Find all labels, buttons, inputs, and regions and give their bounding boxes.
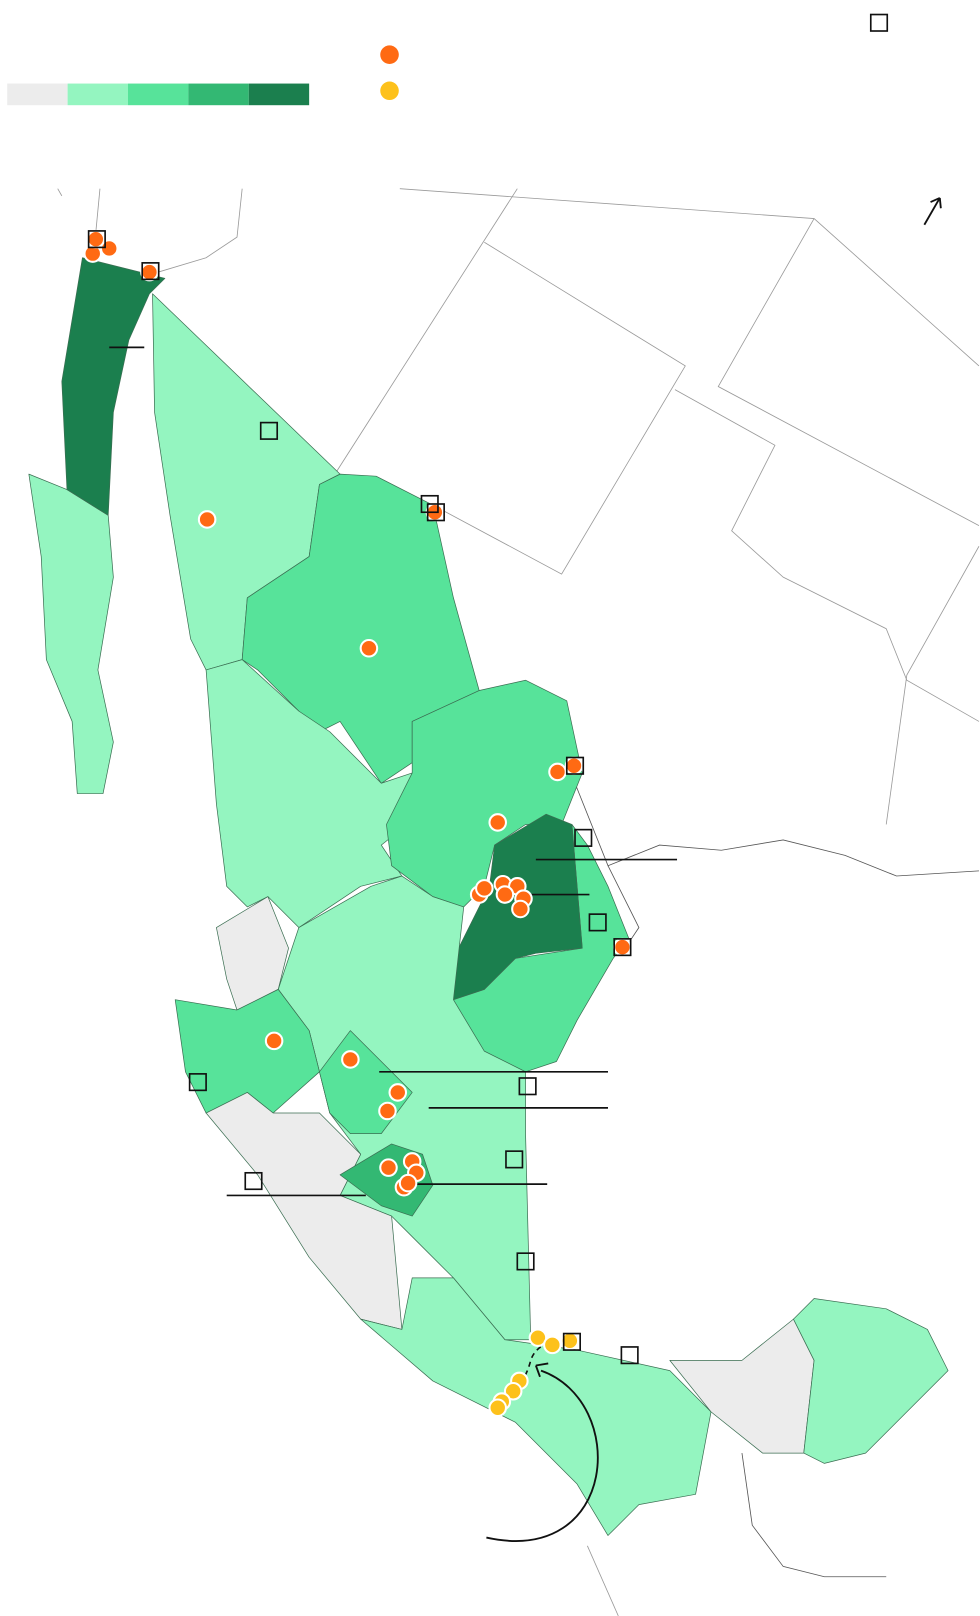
event-dot	[388, 1083, 408, 1102]
markers	[83, 229, 632, 1418]
legend-swatch	[188, 83, 249, 106]
event-dot	[264, 1031, 284, 1051]
event-dot	[543, 1335, 562, 1355]
crossing-square	[244, 1171, 263, 1191]
crossing-square	[574, 828, 593, 847]
event-dot	[488, 813, 508, 832]
event-dot	[564, 756, 584, 776]
legend-swatch	[67, 83, 128, 106]
event-dot	[548, 762, 567, 782]
region	[793, 1298, 949, 1464]
region	[61, 257, 166, 516]
event-dot	[511, 899, 530, 919]
event-dot	[398, 1173, 418, 1193]
legend-dot	[380, 81, 399, 101]
legend-swatch	[7, 83, 68, 106]
crossing-square	[562, 1332, 581, 1351]
event-dot	[140, 262, 159, 282]
crossing-square	[613, 938, 632, 957]
event-dot	[341, 1050, 360, 1069]
event-dot	[503, 1381, 523, 1401]
event-dot	[488, 1398, 508, 1418]
regions	[28, 257, 949, 1536]
region	[241, 473, 480, 784]
legend-swatch	[127, 83, 189, 106]
crossing-square	[141, 262, 160, 281]
legend-dot	[380, 45, 399, 64]
crossing-square	[565, 756, 585, 775]
legend-swatch	[248, 83, 310, 106]
region	[277, 875, 532, 1341]
event-dot	[528, 1328, 548, 1347]
event-dot	[560, 1331, 580, 1351]
crossing-square	[188, 1073, 207, 1092]
crossing-square	[259, 421, 279, 440]
crossing-square	[505, 1150, 524, 1169]
event-dot	[359, 638, 379, 658]
event-dot	[495, 885, 515, 904]
event-dot	[379, 1158, 398, 1177]
region	[360, 1277, 712, 1536]
event-dot	[86, 229, 106, 249]
legend	[7, 13, 889, 106]
crossing-square	[516, 1252, 535, 1271]
event-dot	[613, 937, 632, 957]
event-dot	[475, 879, 494, 898]
event-dot	[197, 510, 217, 529]
crossing-square	[87, 230, 106, 249]
crossing-square	[518, 1077, 537, 1096]
region	[205, 1092, 403, 1330]
event-dot	[378, 1101, 397, 1121]
us-borders	[57, 188, 980, 1616]
legend-square	[869, 13, 889, 32]
crossing-square	[588, 913, 607, 932]
squares	[87, 230, 639, 1365]
region	[174, 989, 320, 1114]
crossing-square	[426, 503, 445, 522]
region	[28, 473, 114, 794]
crossing-square	[620, 1346, 639, 1365]
